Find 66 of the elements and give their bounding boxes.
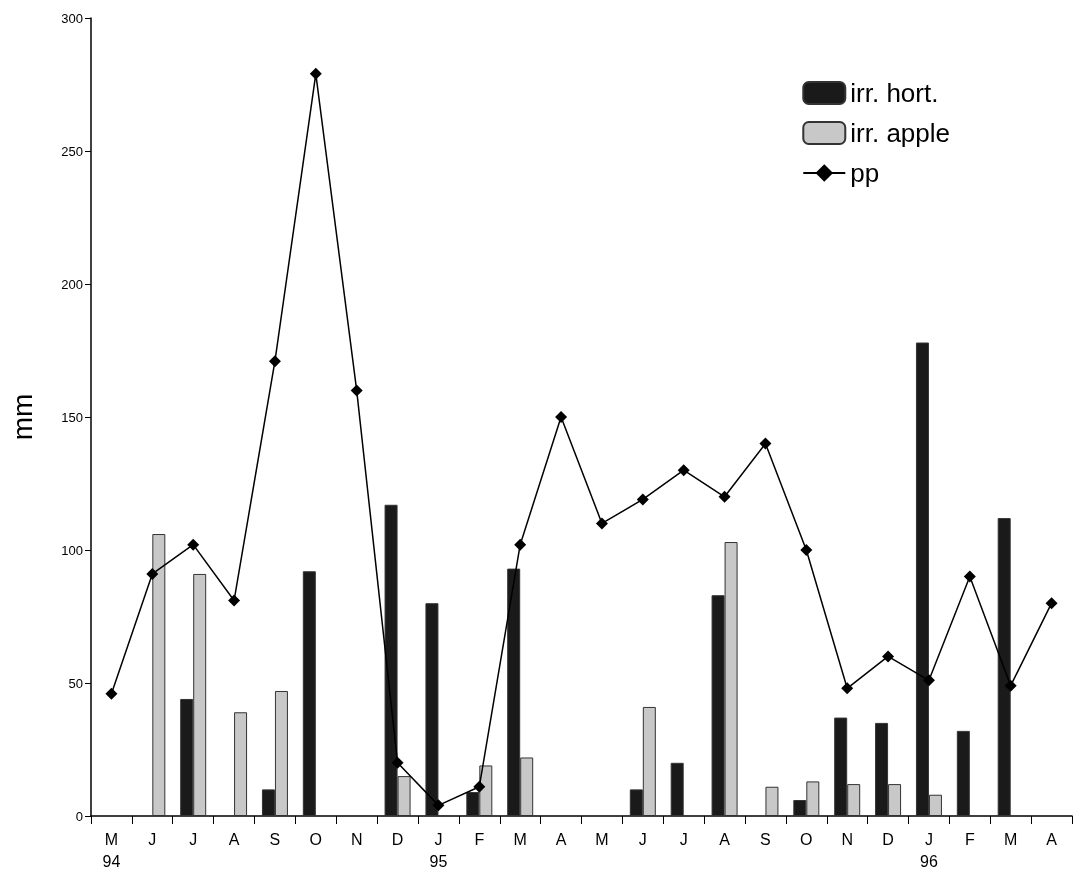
y-axis-title: mm (6, 393, 38, 441)
point (718, 490, 731, 503)
legend-label: pp (850, 158, 880, 188)
x-tick-label: J 95 (429, 830, 448, 870)
x-tick-label: D (391, 830, 404, 848)
y-tick-label: 200 (61, 276, 83, 292)
x-tick-label: J (189, 830, 198, 848)
y-tick-label: 100 (61, 542, 83, 558)
x-tick-label: M (595, 830, 609, 848)
x-tick-label: S (269, 830, 281, 848)
x-tick-label: J 96 (920, 830, 938, 870)
bar (670, 762, 684, 816)
point (1004, 679, 1017, 692)
x-tick-label: N (350, 830, 363, 848)
point (350, 384, 363, 397)
point (391, 756, 404, 769)
x-tick-label: J (148, 830, 157, 848)
point (800, 544, 813, 556)
x-tick-label: A (719, 830, 731, 848)
point (636, 493, 649, 506)
point (187, 538, 200, 551)
bar (152, 534, 166, 816)
y-tick-label: 250 (61, 143, 83, 159)
bar (997, 518, 1011, 816)
bar (956, 730, 970, 816)
x-tick-label: M 94 (102, 830, 121, 870)
x-tick-label: N (841, 830, 853, 848)
point (268, 355, 281, 368)
x-tick-label: F (474, 830, 485, 848)
bar (302, 571, 316, 816)
x-tick-label: M (1004, 830, 1018, 848)
x-tick-label: J (638, 830, 647, 848)
point (555, 411, 568, 423)
x-tick-label: F (964, 830, 975, 848)
point (309, 67, 322, 80)
bar (234, 712, 248, 816)
x-tick-label: S (760, 830, 771, 848)
point (432, 799, 445, 812)
bar (765, 786, 779, 816)
x-tick-label: A (555, 830, 567, 848)
point (105, 687, 118, 700)
point (595, 517, 608, 530)
x-tick-label: A (228, 830, 240, 848)
x-tick-label: O (309, 830, 323, 848)
y-tick-label: 50 (68, 675, 83, 691)
point (759, 437, 772, 450)
y-tick-label: 300 (61, 10, 83, 26)
point (882, 650, 895, 663)
x-tick-label: M (513, 830, 527, 848)
legend-label: irr. hort. (850, 78, 939, 108)
x-tick-label: D (882, 830, 894, 848)
point (514, 538, 527, 551)
x-tick-label: O (800, 830, 813, 848)
y-tick-label: 0 (75, 808, 83, 824)
point (841, 682, 854, 695)
point (228, 594, 241, 607)
point (146, 567, 159, 580)
legend-label: irr. apple (850, 118, 951, 148)
point (963, 570, 976, 583)
point (677, 464, 690, 477)
x-tick-label: J (679, 830, 688, 848)
point (922, 674, 935, 687)
x-tick-label: A (1046, 830, 1058, 848)
y-tick-label: 150 (61, 409, 83, 425)
point (1045, 597, 1058, 610)
bar (425, 603, 439, 816)
